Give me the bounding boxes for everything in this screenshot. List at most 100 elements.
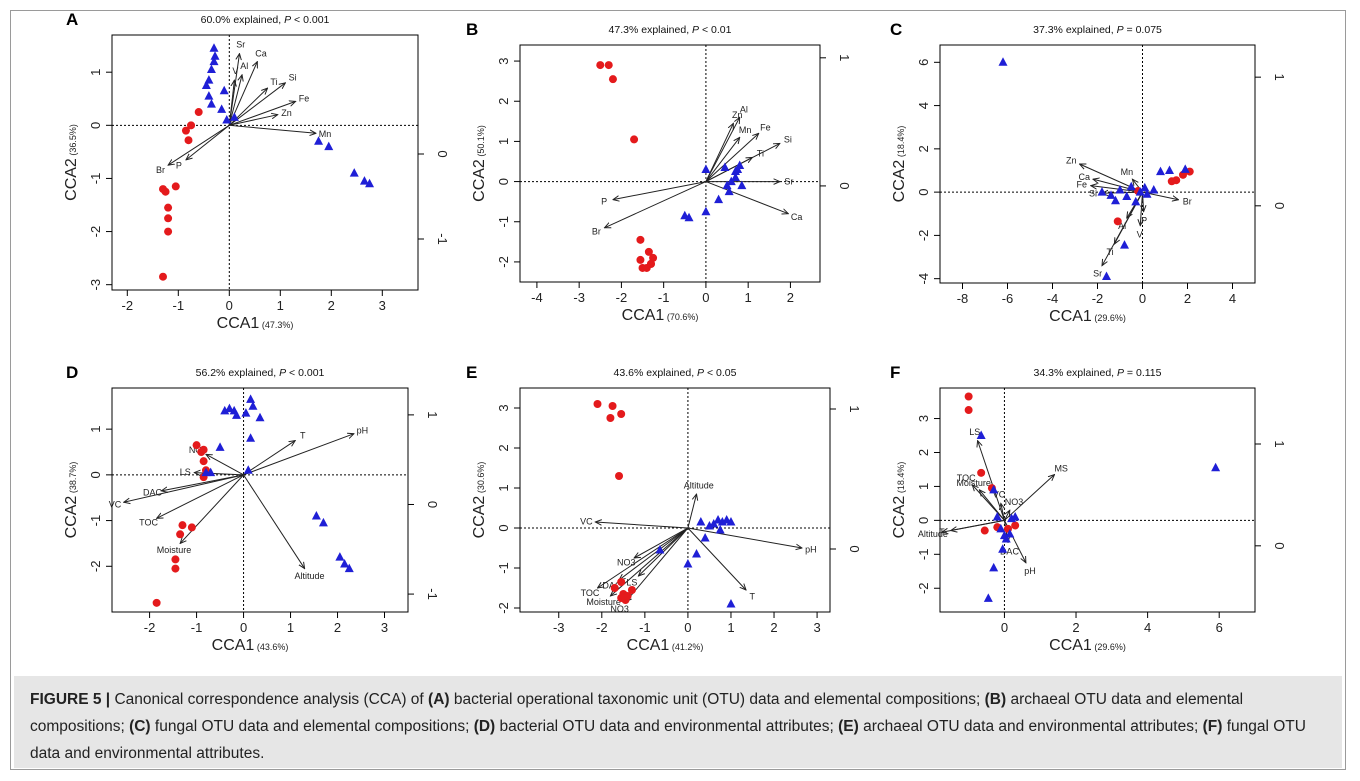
blue-point-e <box>696 517 706 526</box>
panel-b: B 47.3% explained, P < 0.01 -4 -3 -2 -1 0 1 2 -2 -… <box>466 20 852 324</box>
red-point-a <box>194 108 203 117</box>
blue-point-d <box>318 517 328 527</box>
arrow-dac <box>619 527 689 580</box>
blue-point-d <box>206 467 216 477</box>
x-tick-label-d: 0 <box>240 620 247 635</box>
figure-caption: FIGURE 5 | Canonical correspondence anal… <box>14 676 1342 768</box>
x-tick-label-d: 1 <box>287 620 294 635</box>
title-p: P <box>284 14 291 26</box>
blue-point-a <box>365 178 375 188</box>
arrow-fe <box>1091 186 1143 193</box>
red-point-e <box>615 472 624 480</box>
x-tick-label-d: 3 <box>381 620 388 635</box>
blue-point-b <box>714 194 724 204</box>
title-p-value: < 0.001 <box>286 367 324 379</box>
blue-point-a <box>209 43 219 52</box>
blue-point-b <box>737 180 747 190</box>
red-point-b <box>636 255 645 264</box>
x-tick-label-f: 2 <box>1072 620 1079 635</box>
blue-point-c <box>1111 195 1120 205</box>
arrow-mn <box>229 124 316 133</box>
x-tick-label-b: -1 <box>658 290 670 305</box>
arrow-label-moisture: Moisture <box>157 545 192 555</box>
y-axis-pct: (36.5%) <box>68 124 78 158</box>
caption-text-d: bacterial OTU data and environmental att… <box>495 718 839 735</box>
blue-point-b <box>701 164 711 174</box>
arrow-label-si: Si <box>1089 188 1097 198</box>
blue-point-b <box>730 172 740 182</box>
blue-point-a <box>219 85 229 95</box>
arrow-label-p: P <box>1141 216 1147 226</box>
arrow-altitude <box>243 474 305 569</box>
panel-label-f: F <box>890 363 900 382</box>
y-tick-label-b: -2 <box>496 256 511 268</box>
title-p-value: < 0.001 <box>291 14 329 26</box>
panel-title-e: 43.6% explained, P < 0.05 <box>614 367 737 379</box>
y-axis-label-a: CCA2 (36.5%) <box>63 124 80 201</box>
arrow-label-altitude: Altitude <box>918 529 948 539</box>
arrow-v <box>228 80 234 126</box>
x-axis-name: CCA1 <box>212 637 255 654</box>
x-axis-pct: (29.6%) <box>1092 313 1126 323</box>
red-point-f <box>977 468 986 477</box>
blue-point-d <box>232 410 242 419</box>
red-point-d <box>178 521 187 530</box>
arrow-label-br: Br <box>156 165 165 175</box>
blue-point-f <box>989 484 999 494</box>
arrow-label-no3: NO3 <box>1005 497 1024 507</box>
y2-tick-label-d: -1 <box>425 588 440 600</box>
x-axis-pct: (47.3%) <box>259 320 293 330</box>
blue-point-a <box>229 112 239 121</box>
y-tick-label-d: -1 <box>88 515 103 527</box>
blue-point-f <box>996 523 1006 533</box>
arrow-ms <box>1004 475 1054 521</box>
x-axis-label-c: CCA1 (29.6%) <box>1049 308 1126 325</box>
x-axis-name: CCA1 <box>1049 308 1092 325</box>
arrow-label-toc: TOC <box>581 588 600 598</box>
y2-tick-label-b: 1 <box>837 54 852 61</box>
blue-point-b <box>684 212 694 222</box>
x-axis-name: CCA1 <box>627 637 670 654</box>
y-tick-label-d: 0 <box>88 471 103 478</box>
x-tick-label-f: 0 <box>1001 620 1008 635</box>
blue-point-a <box>209 56 219 66</box>
title-p-value: < 0.01 <box>699 24 732 36</box>
blue-point-f <box>976 430 986 440</box>
blue-point-f <box>998 544 1008 553</box>
red-point-e <box>617 578 626 586</box>
blue-point-a <box>204 91 214 100</box>
y2-tick-label-f: 1 <box>1272 440 1287 447</box>
blue-point-a <box>349 168 359 177</box>
blue-point-a <box>222 115 232 124</box>
red-point-a <box>187 121 196 130</box>
red-point-d <box>199 457 208 466</box>
blue-point-d <box>311 511 321 520</box>
arrow-label-no3: NO3 <box>617 557 636 567</box>
panel-a: A 60.0% explained, P < 0.001 -2 -1 0 1 2 3 -3 -2 -… <box>63 10 450 332</box>
title-p: P <box>692 24 699 36</box>
title-text: 56.2% explained, <box>196 367 279 379</box>
arrow-no3 <box>206 454 244 476</box>
arrow-label-ca: Ca <box>791 212 803 222</box>
arrow-label-t: T <box>749 592 755 602</box>
arrow-t <box>243 441 296 476</box>
y-tick-label-a: 1 <box>88 69 103 76</box>
blue-point-c <box>1120 240 1129 249</box>
y-axis-pct: (18.4%) <box>896 462 906 496</box>
panel-c: C 37.3% explained, P = 0.075 -8 -6 -4 -2 0 2 4 -4… <box>890 20 1287 325</box>
x-tick-label-b: -4 <box>531 290 543 305</box>
red-point-a <box>159 272 167 281</box>
arrow-no3 <box>634 527 689 558</box>
red-point-e <box>593 400 602 408</box>
red-point-f <box>1011 521 1020 530</box>
red-point-c <box>1113 217 1122 226</box>
arrow-no3 <box>1003 510 1009 521</box>
x-tick-label-a: 3 <box>379 298 386 313</box>
red-point-d <box>187 523 196 532</box>
panel-title-c: 37.3% explained, P = 0.075 <box>1033 24 1162 36</box>
blue-point-b <box>701 206 711 216</box>
x-tick-label-c: 4 <box>1229 291 1236 306</box>
arrow-ls <box>194 473 244 475</box>
title-p: P <box>697 367 704 379</box>
